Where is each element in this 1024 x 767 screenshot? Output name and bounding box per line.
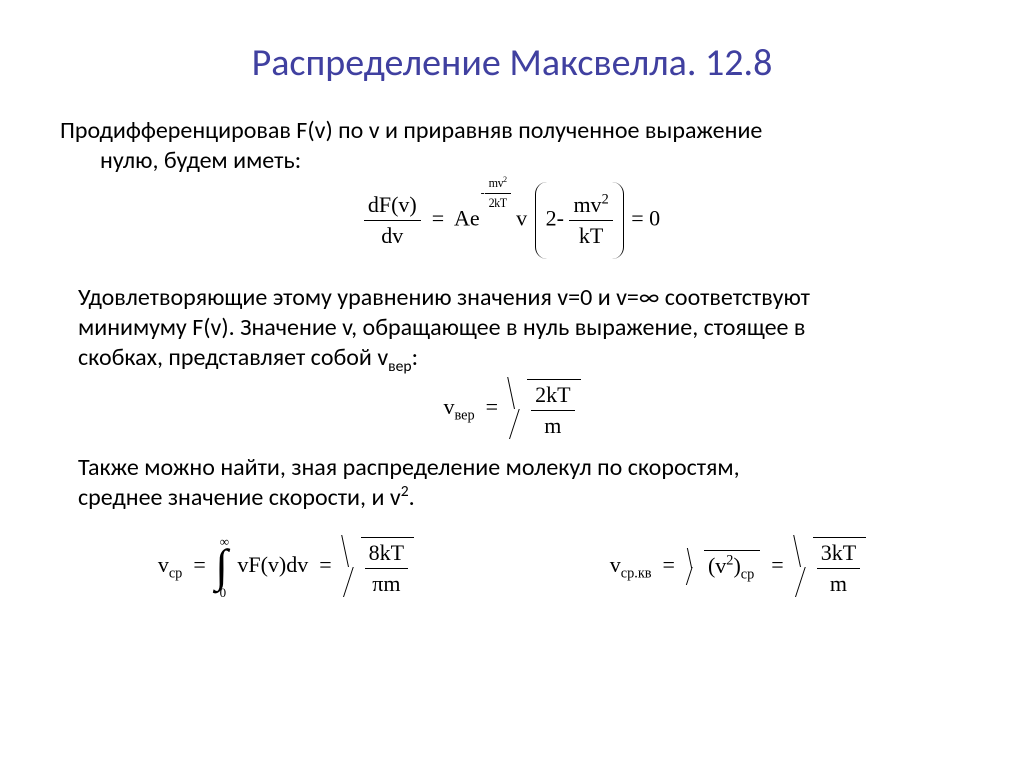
eq4-mid-open: (v	[708, 553, 726, 578]
eq1-exp-num: mv2	[485, 176, 511, 194]
eq4-sqrt1-body: (v2)ср	[704, 550, 760, 585]
equation-1-block: dF(v) dv = Ae-mv22kT v 2- mv2 kT = 0	[60, 182, 964, 259]
eq2-eq: =	[486, 394, 498, 419]
eq2-sqrt-body: 2kT m	[527, 379, 580, 439]
eq4-sqrt-1: (v2)ср	[686, 550, 760, 585]
eq3-den: πm	[365, 569, 408, 597]
paragraph-2: Удовлетворяющие этому уравнению значения…	[78, 283, 964, 373]
paragraph-2-line-a: Удовлетворяющие этому уравнению значения…	[78, 283, 810, 312]
eq4-mid-close: )	[733, 553, 740, 578]
eq3-int-upper: ∞	[220, 534, 229, 550]
eq3-eq1: =	[193, 552, 205, 577]
eq1-exponent: -mv22kT	[481, 176, 511, 211]
eq1-exp-frac: mv22kT	[485, 176, 511, 211]
equation-3: vср = ∞ ∫ 0 vF(v)dv = 8kT πm	[158, 537, 414, 597]
eq3-frac: 8kT πm	[365, 540, 408, 597]
eq1-paren-2: 2	[546, 206, 557, 231]
eq1-lhs-den: dv	[364, 221, 421, 249]
paragraph-3-end: .	[409, 483, 415, 512]
eq4-eq2: =	[771, 552, 783, 577]
eq1-e: e	[470, 206, 480, 231]
paragraph-2-end: :	[412, 343, 418, 372]
eq4-v: v	[610, 552, 621, 577]
eq3-sqrt: 8kT πm	[343, 537, 414, 597]
paragraph-3-line-b: среднее значение скорости, и v	[78, 483, 401, 512]
equation-2-block: vвер = 2kT m	[60, 379, 964, 439]
equation-2: vвер = 2kT m	[443, 379, 580, 439]
eq1-paren-num-sup: 2	[602, 192, 609, 208]
eq1-exp-num-sup: 2	[503, 175, 506, 184]
eq4-eq1: =	[663, 552, 675, 577]
eq2-frac: 2kT m	[531, 382, 574, 439]
slide-title: Распределение Максвелла. 12.8	[60, 40, 964, 86]
eq1-paren-frac: mv2 kT	[569, 192, 612, 249]
eq1-paren-den: kT	[569, 221, 612, 249]
paragraph-3: Также можно найти, зная распределение мо…	[78, 453, 964, 513]
eq1-parenthesis: 2- mv2 kT	[535, 182, 624, 259]
equation-4: vср.кв = (v2)ср = 3kT m	[610, 537, 866, 597]
slide-body: Распределение Максвелла. 12.8 Продиффере…	[0, 0, 1024, 617]
eq4-sqrt2-body: 3kT m	[813, 537, 866, 597]
eq4-sqrt-2: 3kT m	[795, 537, 866, 597]
eq1-paren-num: mv2	[569, 192, 612, 221]
eq1-paren-num-mv: mv	[573, 192, 601, 217]
eq4-num: 3kT	[817, 540, 860, 569]
eq1-exp-den: 2kT	[485, 194, 511, 211]
eq2-den: m	[531, 411, 574, 439]
paragraph-3-sup: 2	[401, 482, 409, 501]
eq1-lhs-num: dF(v)	[364, 192, 421, 221]
eq4-frac: 3kT m	[817, 540, 860, 597]
eq1-v: v	[516, 206, 527, 231]
eq4-sub: ср.кв	[621, 565, 652, 581]
eq2-v: v	[443, 394, 454, 419]
eq1-A: A	[454, 206, 470, 231]
eq2-sqrt: 2kT m	[509, 379, 580, 439]
paragraph-2-sub: вер	[388, 357, 411, 376]
eq2-sub: вер	[454, 407, 474, 423]
eq2-num: 2kT	[531, 382, 574, 411]
eq1-exp-num-mv: mv	[489, 176, 503, 190]
eq1-eq-zero: = 0	[631, 206, 660, 231]
eq1-paren-minus: -	[557, 206, 564, 231]
paragraph-3-line-a: Также можно найти, зная распределение мо…	[78, 453, 740, 482]
eq4-mid-sub: ср	[741, 566, 755, 582]
paragraph-2-line-c: скобках, представляет собой v	[78, 343, 388, 372]
paragraph-1-line-a: Продифференцировав F(v) по v и приравняв…	[60, 116, 762, 145]
eq3-num: 8kT	[365, 540, 408, 569]
eq3-sub: ср	[169, 565, 183, 581]
eq3-sqrt-body: 8kT πm	[361, 537, 414, 597]
eq3-v: v	[158, 552, 169, 577]
eq1-lhs-fraction: dF(v) dv	[364, 192, 421, 249]
paragraph-1: Продифференцировав F(v) по v и приравняв…	[60, 116, 964, 176]
equation-1: dF(v) dv = Ae-mv22kT v 2- mv2 kT = 0	[364, 182, 660, 259]
equation-row: vср = ∞ ∫ 0 vF(v)dv = 8kT πm vср.кв =	[60, 537, 964, 597]
eq3-integral: ∞ ∫ 0	[211, 548, 232, 587]
eq3-eq2: =	[319, 552, 331, 577]
eq3-int-lower: 0	[220, 585, 227, 601]
paragraph-1-line-b: нулю, будем иметь:	[100, 146, 301, 175]
eq4-den: m	[817, 569, 860, 597]
eq3-integrand: vF(v)dv	[237, 552, 308, 577]
paragraph-2-line-b: минимуму F(v). Значение v, обращающее в …	[78, 313, 805, 342]
